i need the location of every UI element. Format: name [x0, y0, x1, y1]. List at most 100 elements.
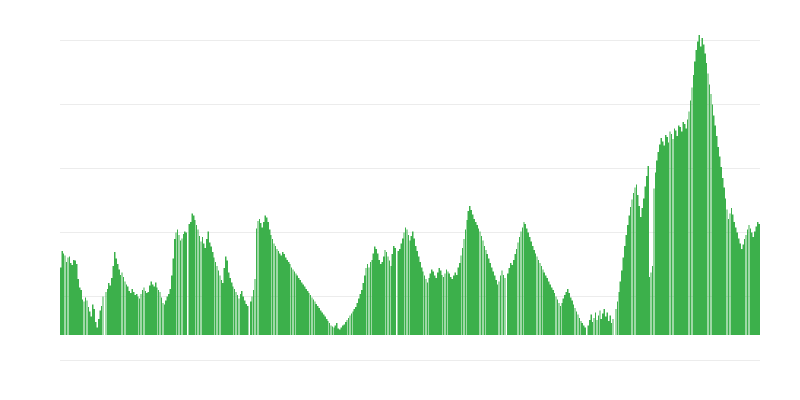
volume-bar	[261, 227, 263, 335]
volume-bar	[464, 229, 467, 335]
volume-bar	[558, 302, 560, 335]
volume-bar	[447, 271, 449, 335]
volume-bar	[691, 87, 693, 335]
volume-bar	[499, 275, 502, 335]
volume-bar	[627, 225, 629, 335]
volume-bar	[754, 231, 756, 335]
volume-bar	[688, 111, 690, 335]
volume-bar	[203, 243, 205, 335]
volume-bar	[540, 266, 543, 335]
volume-bar	[634, 187, 636, 335]
volume-bar	[71, 265, 73, 335]
volume-bar	[426, 282, 429, 335]
volume-bar	[689, 100, 692, 335]
volume-bar	[65, 261, 68, 335]
volume-bar	[111, 277, 113, 335]
volume-bar	[714, 125, 716, 335]
volume-bar	[401, 238, 404, 335]
volume-bar	[684, 124, 686, 335]
volume-bar	[675, 130, 677, 335]
volume-bar	[153, 286, 155, 335]
volume-bar	[616, 301, 619, 335]
volume-bar	[331, 326, 334, 335]
volume-bar	[309, 295, 312, 335]
volume-bar	[429, 273, 432, 335]
volume-bar	[532, 245, 534, 335]
volume-bar	[314, 301, 316, 335]
volume-bar	[590, 314, 592, 335]
volume-bar	[422, 271, 424, 335]
volume-bar	[575, 311, 578, 335]
volume-bar	[336, 323, 338, 335]
volume-bar	[213, 257, 215, 335]
volume-bar	[359, 294, 361, 335]
volume-bar	[508, 268, 510, 335]
volume-bar	[733, 222, 735, 335]
volume-bar	[219, 275, 221, 335]
volume-bar	[496, 284, 499, 335]
volume-bar	[546, 277, 548, 335]
volume-bar	[629, 207, 632, 335]
volume-bar	[214, 261, 217, 335]
volume-bar	[539, 262, 541, 335]
volume-bar	[260, 222, 262, 335]
volume-bar	[302, 284, 304, 335]
volume-bar	[637, 195, 639, 335]
volume-bar	[287, 261, 290, 335]
volume-bar	[216, 266, 218, 335]
volume-bar	[460, 255, 462, 335]
volume-bar	[230, 282, 233, 335]
volume-bar	[713, 115, 715, 335]
volume-bar	[732, 214, 734, 335]
volume-bar	[179, 240, 182, 335]
volume-bar	[296, 275, 299, 335]
volume-bar	[178, 234, 180, 335]
volume-bar	[290, 267, 293, 335]
volume-bar	[381, 261, 383, 335]
volume-bar	[138, 298, 141, 335]
volume-bar	[121, 272, 123, 335]
volume-bar	[548, 281, 550, 335]
volume-bar	[353, 309, 356, 335]
volume-bar	[152, 284, 154, 335]
bar-series-volume	[60, 34, 760, 336]
volume-bar	[159, 291, 161, 335]
volume-bar	[197, 229, 199, 335]
volume-bar	[742, 244, 744, 335]
volume-bar	[271, 239, 274, 335]
volume-bar	[507, 273, 509, 335]
volume-bar	[511, 265, 513, 335]
volume-bar	[419, 261, 421, 335]
volume-bar	[242, 296, 244, 335]
volume-bar	[625, 234, 627, 335]
volume-bar	[190, 222, 192, 335]
volume-bar	[489, 262, 491, 335]
volume-bar	[577, 314, 579, 335]
volume-bar	[605, 316, 607, 335]
volume-bar	[410, 236, 413, 335]
volume-bar	[114, 252, 116, 335]
volume-bar	[602, 313, 604, 335]
volume-bar	[653, 188, 655, 335]
volume-bar	[206, 239, 208, 335]
volume-bar	[666, 137, 668, 335]
volume-bar	[146, 293, 148, 335]
volume-bar	[192, 215, 195, 335]
volume-bar	[454, 272, 456, 335]
volume-bar	[521, 227, 524, 335]
volume-bar	[553, 293, 556, 335]
volume-bar	[157, 289, 160, 335]
volume-bar	[552, 289, 554, 335]
volume-bar	[350, 313, 353, 335]
volume-bar	[477, 228, 480, 335]
volume-bar	[154, 282, 157, 335]
volume-bar	[268, 229, 271, 335]
volume-bar	[656, 160, 658, 335]
volume-bar	[73, 259, 75, 335]
volume-bar	[318, 308, 320, 335]
volume-bar	[251, 296, 253, 335]
volume-bar	[578, 317, 581, 335]
volume-bar	[305, 288, 307, 335]
volume-bar	[283, 254, 285, 335]
volume-bar	[618, 291, 620, 335]
